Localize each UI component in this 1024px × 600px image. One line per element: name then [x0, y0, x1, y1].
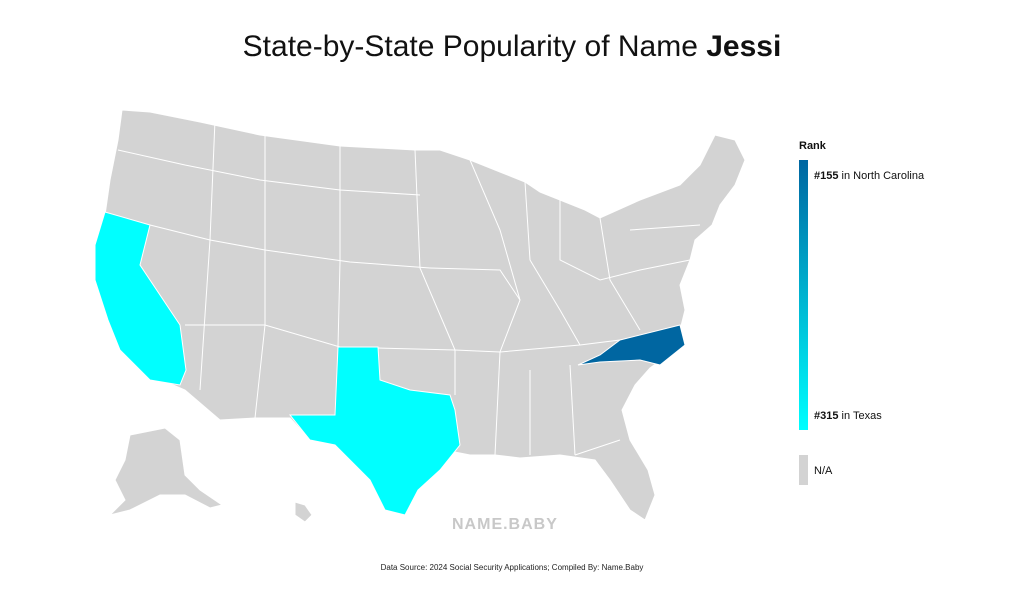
california	[94, 211, 187, 386]
legend-bottom: #315 in Texas	[814, 410, 882, 422]
title-text: State-by-State Popularity of Name	[242, 30, 707, 63]
hawaii	[294, 501, 313, 523]
legend-gradient	[799, 160, 808, 430]
legend-bottom-state: in Texas	[838, 410, 882, 422]
legend-bottom-rank: #315	[814, 410, 839, 422]
title-name: Jessi	[706, 30, 782, 63]
state-borders	[117, 119, 701, 456]
legend-title: Rank	[799, 140, 826, 152]
legend-top-rank: #155	[814, 170, 839, 182]
title: State-by-State Popularity of Name Jessi	[0, 30, 1024, 64]
legend-na: N/A	[814, 465, 833, 477]
alaska	[108, 427, 224, 516]
source: Data Source: 2024 Social Security Applic…	[380, 563, 644, 572]
watermark: NAME.BABY	[452, 516, 558, 533]
us-mainland	[94, 109, 746, 521]
north-carolina	[577, 324, 686, 366]
texas	[288, 346, 461, 516]
legend-top-state: in North Carolina	[838, 170, 925, 182]
legend-top: #155 in North Carolina	[814, 170, 924, 182]
legend-na-swatch	[799, 455, 808, 485]
